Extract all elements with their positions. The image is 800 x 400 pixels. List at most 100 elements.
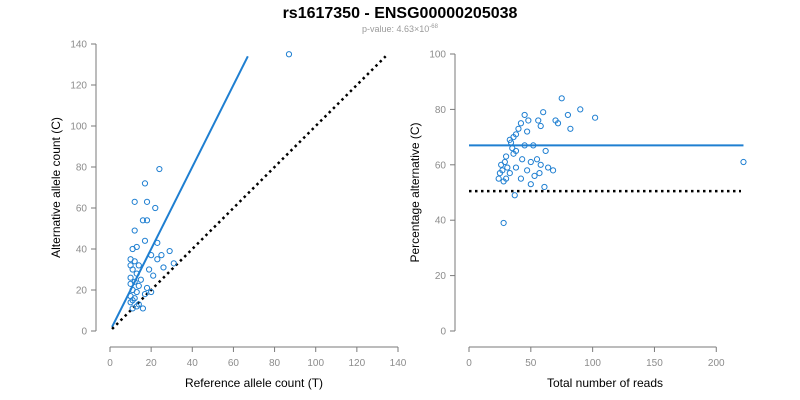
panel-2-data-point <box>537 122 544 130</box>
panel-1-y-tick-label: 80 <box>76 163 88 174</box>
panel-2-data-point <box>502 153 510 160</box>
panel-1-data-point <box>131 227 138 234</box>
panel-1-x-tick-label: 40 <box>187 358 199 369</box>
panel-1-data-point <box>127 274 134 281</box>
panel-2-data-point <box>527 158 534 166</box>
panel-1-data-point <box>148 288 155 296</box>
panel-2-data-point <box>549 167 557 174</box>
panel-1-data-point <box>150 272 157 279</box>
panel-1-fit-line <box>111 55 249 328</box>
chart-title: rs1617350 - ENSG00000205038 <box>282 5 518 22</box>
panel-1-data-point <box>156 165 163 173</box>
panel-2-y-tick-label: 60 <box>435 160 447 171</box>
panel-1-y-axis-label: Alternative allele count (C) <box>49 117 63 258</box>
panel-1-data-point <box>154 239 161 246</box>
panel-2-data-point <box>527 181 534 188</box>
panel-2-data-point <box>524 167 531 174</box>
panel-2-data-point <box>536 170 543 177</box>
panel-2-data-point <box>521 111 528 119</box>
panel-2-y-tick-label: 40 <box>435 216 447 227</box>
panel-1-data-point <box>139 305 147 312</box>
panel-2-data-point <box>517 175 525 182</box>
panel-2-data-point <box>558 95 565 102</box>
panel-2-data-point <box>525 117 532 124</box>
panel-2-y-tick-label: 20 <box>435 271 447 282</box>
panel-2-data-point <box>524 128 531 135</box>
panel-2-data-point <box>740 158 747 166</box>
panel-1-y-tick-label: 0 <box>81 327 87 338</box>
panel-1-x-tick-label: 20 <box>146 358 158 369</box>
panel-2-data-point <box>495 175 502 182</box>
panel-2-data-point <box>530 142 537 149</box>
panel-2-data-point <box>535 117 542 124</box>
panel-1-data-point <box>127 299 134 306</box>
panel-2-y-tick-label: 80 <box>435 105 447 116</box>
panel-1-data-point <box>133 288 140 296</box>
panel-1-data-point <box>143 198 151 205</box>
panel-2-data-point <box>507 139 515 146</box>
panel-2-data-point <box>496 170 504 177</box>
panel-1-data-point <box>129 245 136 253</box>
panel-2-x-tick-label: 150 <box>646 358 663 369</box>
panel-1-data-point <box>145 266 153 273</box>
panel-1-y-tick-label: 100 <box>70 122 87 133</box>
panel-1-data-point <box>139 217 147 224</box>
panel-2-data-point <box>500 219 507 227</box>
panel-2-data-point <box>577 106 584 113</box>
panel-1-y-tick-label: 60 <box>76 204 88 215</box>
panel-1-data-point <box>148 252 155 259</box>
panel-2-data-point <box>542 147 549 155</box>
panel-2-x-tick-label: 0 <box>466 358 472 369</box>
panel-1-data-point <box>141 291 149 298</box>
panel-2-x-tick-label: 50 <box>525 358 537 369</box>
panel-1-data-point <box>170 260 177 267</box>
p-value-exponent: -68 <box>429 24 438 30</box>
panel-2-data-point <box>533 156 541 163</box>
panel-1-data-point <box>152 204 159 212</box>
panel-2-x-axis-label: Total number of reads <box>547 376 663 390</box>
panel-2-data-point <box>537 161 544 168</box>
panel-2-data-point <box>545 164 552 171</box>
panel-1-y-tick-label: 20 <box>76 286 88 297</box>
panel-1-y-tick-label: 140 <box>70 40 87 51</box>
panel-1-x-tick-label: 0 <box>107 358 113 369</box>
panel-2-y-tick-label: 0 <box>440 327 446 338</box>
panel-1-x-tick-label: 120 <box>349 358 366 369</box>
panel-1-data-point <box>133 270 140 277</box>
panel-2-y-axis-label: Percentage alternative (C) <box>408 122 422 262</box>
panel-1-data-point <box>135 262 142 269</box>
panel-2-data-point <box>498 161 505 168</box>
panel-1-data-point <box>129 266 136 273</box>
panel-1-data-point <box>141 180 149 187</box>
panel-2-data-point <box>519 156 526 163</box>
panel-2-data-point <box>512 164 520 171</box>
panel-2-x-tick-label: 200 <box>708 358 725 369</box>
panel-1-data-point <box>160 264 167 271</box>
panel-2-data-point <box>592 114 599 121</box>
panel-1-reference-line <box>111 55 387 330</box>
panel-1-data-point <box>129 297 136 304</box>
panel-1-data-point <box>158 252 165 259</box>
panel-2-data-point <box>506 170 513 177</box>
panel-1-data-point <box>166 247 173 255</box>
panel-1-data-point <box>135 301 142 308</box>
panel-2-data-point <box>510 150 517 157</box>
panel-1-data-point <box>131 258 138 265</box>
panel-2-data-point <box>521 142 528 149</box>
panel-2-data-point <box>504 164 511 171</box>
panel-1-data-point <box>143 284 151 292</box>
panel-1-data-point <box>129 305 136 312</box>
panel-1-data-point <box>285 51 293 58</box>
panel-1-x-axis-label: Reference allele count (T) <box>185 376 323 390</box>
panel-2-data-point <box>531 172 538 179</box>
panel-2-y-tick-label: 100 <box>429 50 446 61</box>
panel-2-x-tick-label: 100 <box>584 358 601 369</box>
panel-2-data-point <box>500 178 507 185</box>
panel-1-data-point <box>137 276 144 283</box>
panel-1-data-point <box>141 237 149 244</box>
panel-1-data-point <box>154 256 161 263</box>
panel-2-data-point <box>515 125 522 132</box>
panel-2-data-point <box>540 109 547 116</box>
panel-2-data-point <box>541 183 548 191</box>
